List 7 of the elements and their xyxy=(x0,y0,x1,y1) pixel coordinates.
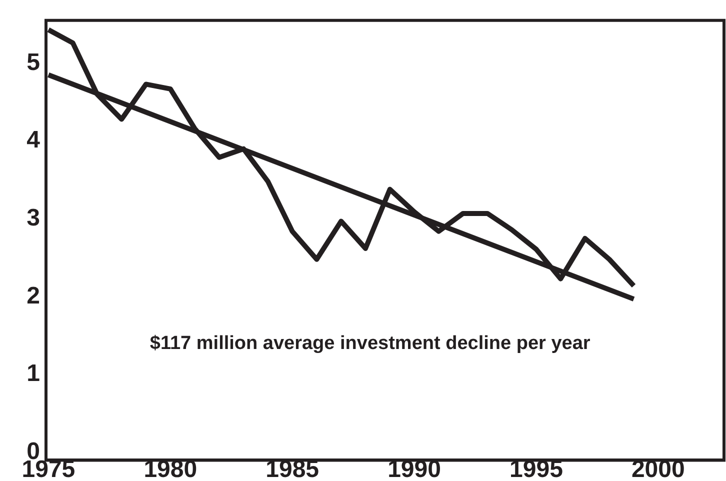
x-tick-label: 1990 xyxy=(388,456,441,481)
annotation: $117 million average investment decline per year xyxy=(150,332,591,354)
y-tick-label: 3 xyxy=(26,204,40,232)
y-tick-label: 4 xyxy=(26,126,41,154)
y-tick-label: 1 xyxy=(26,360,40,388)
y-tick-label: 2 xyxy=(26,282,40,310)
y-tick-label: 5 xyxy=(26,48,40,76)
